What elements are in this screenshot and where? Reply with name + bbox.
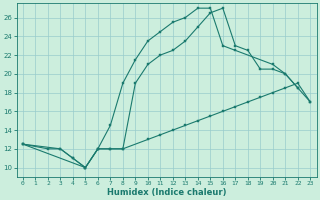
X-axis label: Humidex (Indice chaleur): Humidex (Indice chaleur) bbox=[107, 188, 226, 197]
